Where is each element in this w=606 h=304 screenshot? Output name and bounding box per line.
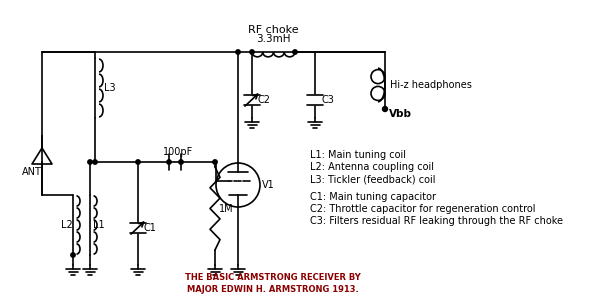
Circle shape	[88, 160, 92, 164]
Text: THE BASIC ARMSTRONG RECEIVER BY: THE BASIC ARMSTRONG RECEIVER BY	[185, 274, 361, 282]
Circle shape	[236, 50, 240, 54]
Text: L2: Antenna coupling coil: L2: Antenna coupling coil	[310, 162, 434, 172]
Text: 100pF: 100pF	[163, 147, 193, 157]
Text: C2: Throttle capacitor for regeneration control: C2: Throttle capacitor for regeneration …	[310, 204, 536, 214]
Text: L1: L1	[93, 220, 105, 230]
Text: C2: C2	[258, 95, 271, 105]
Circle shape	[136, 160, 140, 164]
Circle shape	[382, 106, 387, 112]
Circle shape	[167, 160, 171, 164]
Text: L2: L2	[61, 220, 73, 230]
Circle shape	[213, 160, 217, 164]
Text: Hi-z headphones: Hi-z headphones	[390, 80, 472, 90]
Circle shape	[293, 50, 297, 54]
Text: C1: Main tuning capacitor: C1: Main tuning capacitor	[310, 192, 436, 202]
Circle shape	[93, 160, 97, 164]
Text: C1: C1	[144, 223, 157, 233]
Text: V1: V1	[262, 180, 275, 190]
Text: L1: Main tuning coil: L1: Main tuning coil	[310, 150, 406, 160]
Text: L3: L3	[104, 83, 116, 93]
Text: C3: Filters residual RF leaking through the RF choke: C3: Filters residual RF leaking through …	[310, 216, 563, 226]
Text: C3: C3	[321, 95, 334, 105]
Text: MAJOR EDWIN H. ARMSTRONG 1913.: MAJOR EDWIN H. ARMSTRONG 1913.	[187, 285, 359, 293]
Text: L3: Tickler (feedback) coil: L3: Tickler (feedback) coil	[310, 174, 436, 184]
Text: 1M: 1M	[219, 203, 234, 213]
Circle shape	[250, 50, 254, 54]
Circle shape	[179, 160, 183, 164]
Text: ANT: ANT	[22, 167, 42, 177]
Text: RF choke: RF choke	[248, 25, 299, 35]
Text: 3.3mH: 3.3mH	[256, 34, 291, 44]
Text: Vbb: Vbb	[389, 109, 412, 119]
Circle shape	[71, 253, 75, 257]
